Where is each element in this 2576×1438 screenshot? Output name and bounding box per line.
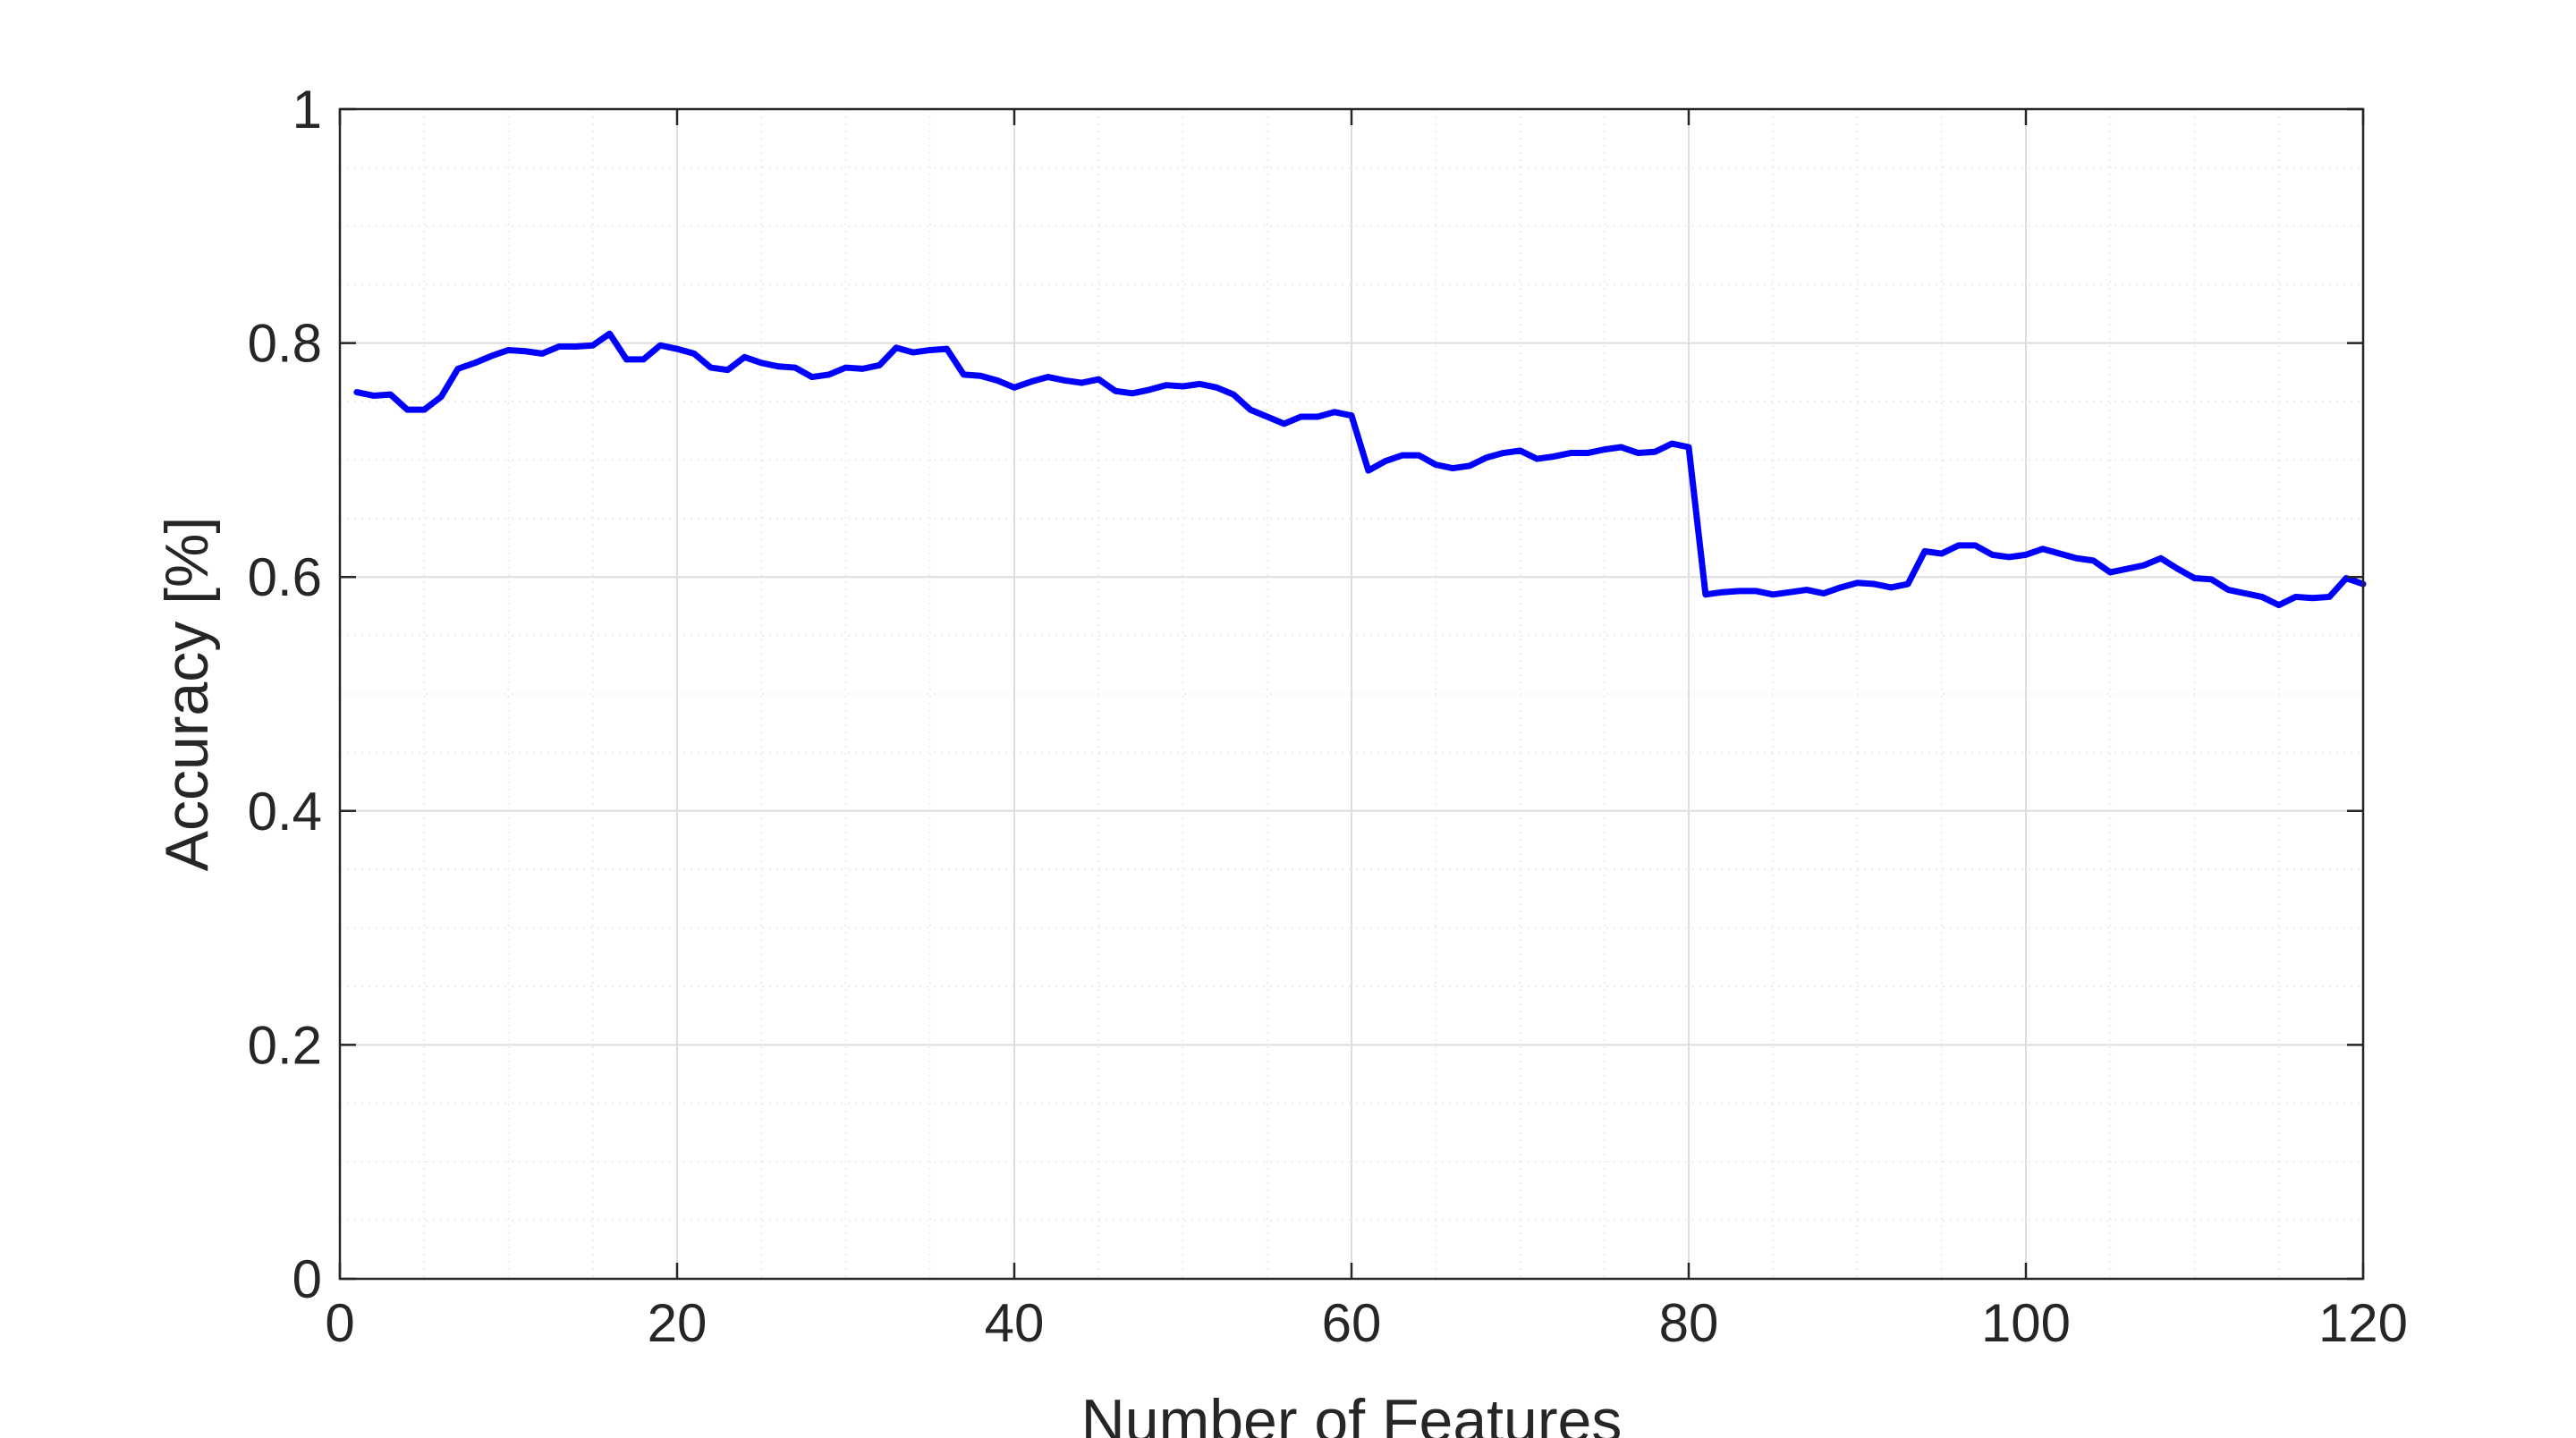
x-tick-label: 80 (1659, 1293, 1719, 1353)
y-tick-label: 0.8 (248, 314, 322, 374)
y-tick-label: 0.6 (248, 547, 322, 607)
x-tick-label: 100 (1981, 1293, 2071, 1353)
x-tick-label: 120 (2318, 1293, 2408, 1353)
axes-frame (338, 107, 2365, 1281)
major-grid (340, 109, 2363, 1279)
x-tick-label: 0 (325, 1293, 354, 1353)
x-axis-title: Number of Features (1081, 1387, 1623, 1438)
y-tick-label: 0.4 (248, 782, 322, 842)
series-line-0 (353, 330, 2367, 609)
tick-labels: 0 20 40 60 80 100 120 0 0.2 0.4 0.6 0.8 1 (248, 80, 2408, 1353)
y-tick-label: 0 (292, 1249, 322, 1309)
x-tick-label: 40 (985, 1293, 1045, 1353)
x-tick-label: 60 (1322, 1293, 1382, 1353)
y-axis-title: Accuracy [%] (153, 517, 221, 872)
x-tick-label: 20 (648, 1293, 708, 1353)
y-tick-label: 0.2 (248, 1015, 322, 1075)
series-layer (353, 330, 2367, 609)
y-tick-label: 1 (292, 80, 322, 140)
